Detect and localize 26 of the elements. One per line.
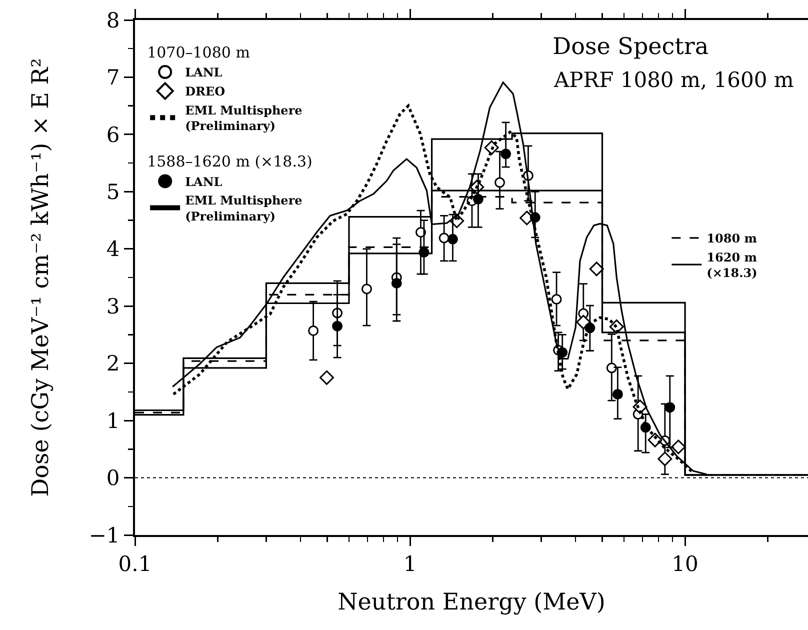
y-tick-label: 2 <box>106 352 120 376</box>
x-tick-label: 1 <box>403 552 417 576</box>
y-tick-label: 1 <box>106 408 120 433</box>
y-tick-label: −1 <box>88 523 120 548</box>
x-tick-label: 10 <box>672 552 698 576</box>
y-tick-label: 7 <box>106 66 120 90</box>
y-axis-title: Dose (cGy MeV⁻¹ cm⁻² kWh⁻¹) × E R² <box>28 58 54 497</box>
x-tick-label: 0.1 <box>118 552 152 576</box>
legend-label: LANL <box>185 66 223 80</box>
text: APRF 1080 m, 1600 m <box>553 68 794 92</box>
annotation: 1070–1080 m <box>147 44 250 62</box>
legend-label: 1080 m <box>706 232 758 246</box>
x-axis-title: Neutron Energy (MeV) <box>338 589 606 616</box>
y-tick-label: 3 <box>106 294 120 318</box>
legend-label: 1620 m (×18.3) <box>706 250 758 280</box>
legend-label: DREO <box>185 84 226 99</box>
y-tick-label: 4 <box>106 237 120 262</box>
legend-label: EML Multisphere (Preliminary) <box>185 104 303 134</box>
y-tick-label: 6 <box>106 122 120 147</box>
y-tick-label: 5 <box>106 180 120 204</box>
legend-label: LANL <box>185 174 223 189</box>
y-tick-label: 8 <box>106 8 120 32</box>
legend-label: EML Multisphere (Preliminary) <box>185 194 303 224</box>
y-tick-label: 0 <box>106 466 120 490</box>
annotation: 1588–1620 m (×18.3) <box>147 152 312 171</box>
text: Dose Spectra <box>552 34 709 60</box>
